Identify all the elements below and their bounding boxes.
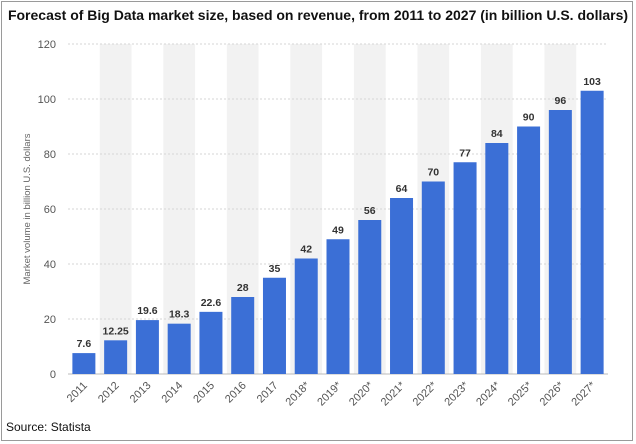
y-tick-label: 20 — [44, 314, 56, 326]
x-tick-label: 2027* — [569, 379, 598, 408]
y-axis-ticks: 0 20 40 60 80 100 120 — [38, 39, 56, 381]
y-tick-label: 0 — [50, 369, 56, 381]
data-label: 18.3 — [169, 309, 190, 321]
y-tick-label: 80 — [44, 149, 56, 161]
data-label: 84 — [491, 128, 503, 140]
x-tick-label: 2015 — [191, 380, 217, 406]
x-tick-label: 2023* — [442, 379, 471, 408]
bar — [485, 143, 509, 374]
data-label: 90 — [523, 112, 535, 124]
bar — [517, 126, 541, 374]
data-label: 19.6 — [137, 305, 158, 317]
data-label: 70 — [427, 167, 439, 179]
y-axis-label: Market volume in billion U.S. dollars — [22, 133, 33, 284]
bar — [294, 258, 318, 374]
bar — [580, 90, 604, 374]
data-label: 42 — [300, 244, 312, 256]
chart-title: Forecast of Big Data market size, based … — [7, 7, 629, 23]
data-label: 12.25 — [103, 325, 129, 337]
data-label: 96 — [555, 95, 567, 107]
y-tick-label: 40 — [44, 259, 56, 271]
source-note: Source: Statista — [6, 420, 91, 434]
data-label: 35 — [269, 263, 281, 275]
bar — [358, 220, 382, 374]
x-tick-label: 2021* — [379, 379, 408, 408]
bar — [453, 162, 477, 374]
data-label: 103 — [583, 76, 601, 88]
x-tick-label: 2019* — [315, 379, 344, 408]
bar — [104, 340, 128, 374]
data-label: 49 — [332, 224, 344, 236]
data-label: 56 — [364, 205, 376, 217]
bars — [72, 90, 604, 374]
x-tick-label: 2011 — [65, 380, 90, 405]
bar — [548, 110, 572, 374]
data-label: 7.6 — [77, 338, 92, 350]
x-tick-label: 2020* — [347, 379, 376, 408]
x-tick-label: 2026* — [538, 379, 567, 408]
bar — [135, 320, 159, 374]
x-tick-label: 2016 — [223, 380, 249, 406]
y-tick-label: 120 — [38, 39, 56, 51]
bar — [167, 323, 191, 374]
x-tick-label: 2014 — [159, 380, 185, 406]
y-tick-label: 100 — [38, 94, 56, 106]
bar — [231, 297, 255, 374]
x-tick-label: 2017 — [255, 380, 281, 406]
data-labels: 7.6 12.25 19.6 18.3 22.6 28 35 42 49 56 64 70 77 84 90… — [77, 76, 601, 350]
bar — [421, 181, 445, 374]
data-label: 64 — [396, 183, 408, 195]
bar — [390, 198, 414, 374]
x-tick-label: 2018* — [284, 379, 313, 408]
x-tick-label: 2013 — [128, 380, 154, 406]
x-axis-ticks: 2011 2012 2013 2014 2015 2016 2017 2018* 2019* 20… — [65, 379, 599, 408]
x-tick-label: 2025* — [506, 379, 535, 408]
bar — [262, 277, 286, 374]
x-tick-label: 2024* — [474, 379, 503, 408]
data-label: 28 — [237, 282, 249, 294]
bar — [199, 311, 223, 374]
bar — [326, 239, 350, 374]
data-label: 22.6 — [201, 297, 222, 309]
x-tick-label: 2022* — [411, 379, 440, 408]
x-tick-label: 2012 — [96, 380, 122, 406]
y-tick-label: 60 — [44, 204, 56, 216]
bar — [72, 353, 96, 374]
data-label: 77 — [459, 147, 471, 159]
